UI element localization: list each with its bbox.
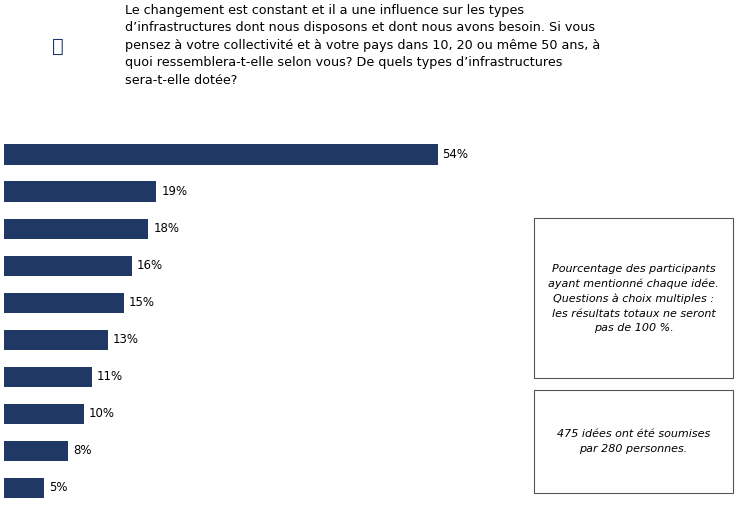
Circle shape	[21, 10, 94, 90]
Text: COLLECTIVITÉS: COLLECTIVITÉS	[19, 104, 96, 114]
Text: 5%: 5%	[49, 481, 67, 495]
Text: 10%: 10%	[89, 408, 115, 420]
Text: 13%: 13%	[113, 333, 139, 346]
Bar	[4, 181, 156, 202]
Bar	[4, 403, 84, 424]
Text: 11%: 11%	[97, 370, 123, 383]
Bar	[4, 292, 124, 313]
Bar	[4, 441, 68, 461]
FancyBboxPatch shape	[534, 218, 733, 378]
Text: 54%: 54%	[442, 148, 468, 161]
Text: 15%: 15%	[129, 296, 155, 309]
Bar	[4, 478, 44, 498]
Text: 🏢: 🏢	[52, 37, 63, 56]
Text: 18%: 18%	[153, 222, 179, 235]
Text: 19%: 19%	[162, 185, 187, 198]
Bar	[4, 219, 148, 239]
Text: 16%: 16%	[137, 259, 163, 272]
Text: Le changement est constant et il a une influence sur les types
d’infrastructures: Le changement est constant et il a une i…	[124, 4, 600, 87]
Bar	[4, 330, 108, 350]
Bar	[4, 144, 438, 165]
Text: 8%: 8%	[73, 444, 91, 457]
Text: 475 idées ont été soumises
par 280 personnes.: 475 idées ont été soumises par 280 perso…	[557, 429, 710, 454]
Bar	[4, 255, 133, 276]
FancyBboxPatch shape	[534, 390, 733, 493]
Text: Pourcentage des participants
ayant mentionné chaque idée.
Questions à choix mult: Pourcentage des participants ayant menti…	[548, 264, 719, 333]
Bar	[4, 367, 92, 387]
